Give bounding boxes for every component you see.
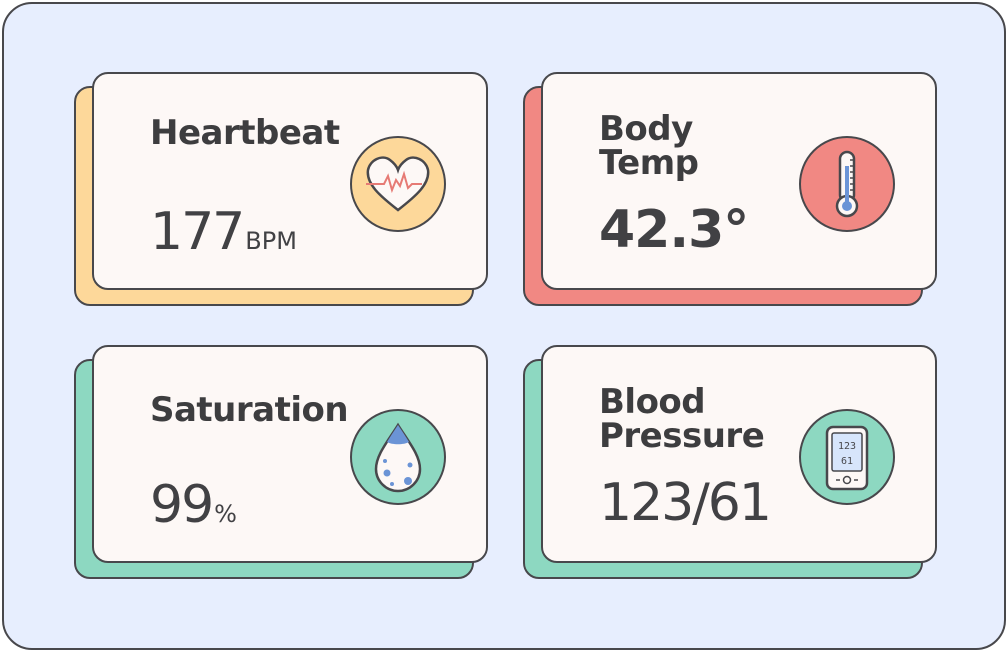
blood-pressure-monitor-icon: 123 61 <box>799 409 895 505</box>
blood-pressure-value: 123/61 <box>599 473 772 533</box>
monitor-display-line1: 123 <box>838 441 856 452</box>
blood-pressure-card-face: Blood Pressure 123/61 123 61 <box>541 345 937 563</box>
body-temp-title: Body Temp <box>599 112 699 180</box>
saturation-value: 99% <box>150 475 237 535</box>
body-temp-card[interactable]: Body Temp 42.3° <box>523 72 937 306</box>
monitor-display-line2: 61 <box>841 456 853 467</box>
body-temp-title-line1: Body <box>599 109 693 149</box>
body-temp-title-line2: Temp <box>599 143 699 183</box>
blood-pressure-title-line1: Blood <box>599 382 706 422</box>
blood-pressure-card[interactable]: Blood Pressure 123/61 123 61 <box>523 345 937 579</box>
body-temp-card-face: Body Temp 42.3° <box>541 72 937 290</box>
heartbeat-number: 177 <box>150 202 245 262</box>
heart-pulse-icon <box>350 136 446 232</box>
oxygen-drop-icon <box>350 409 446 505</box>
saturation-card-face: Saturation 99% <box>92 345 488 563</box>
heartbeat-value: 177BPM <box>150 202 297 262</box>
heartbeat-unit: BPM <box>245 227 297 255</box>
saturation-number: 99 <box>150 475 214 535</box>
heartbeat-title: Heartbeat <box>150 113 340 153</box>
thermometer-icon <box>799 136 895 232</box>
body-temp-value: 42.3° <box>599 200 749 260</box>
saturation-title: Saturation <box>150 390 349 430</box>
blood-pressure-title-line2: Pressure <box>599 416 765 456</box>
blood-pressure-title: Blood Pressure <box>599 382 765 456</box>
saturation-card[interactable]: Saturation 99% <box>74 345 488 579</box>
heartbeat-card-face: Heartbeat 177BPM <box>92 72 488 290</box>
saturation-unit: % <box>214 500 237 528</box>
heartbeat-card[interactable]: Heartbeat 177BPM <box>74 72 488 306</box>
